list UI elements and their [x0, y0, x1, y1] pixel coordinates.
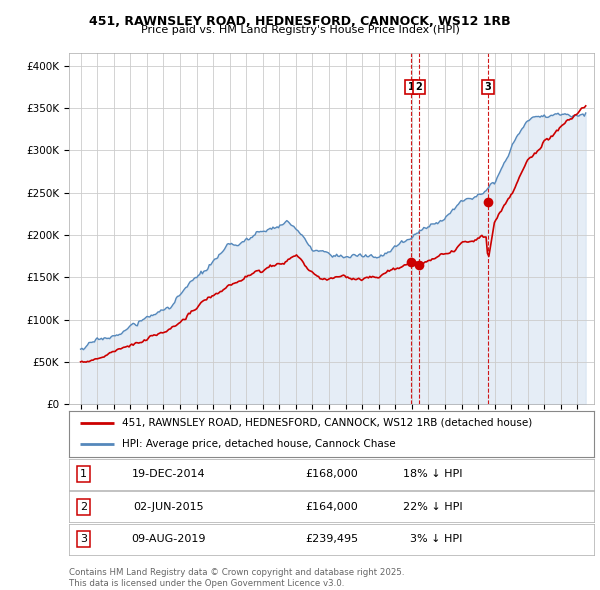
Text: HPI: Average price, detached house, Cannock Chase: HPI: Average price, detached house, Cann… [121, 440, 395, 450]
Text: 451, RAWNSLEY ROAD, HEDNESFORD, CANNOCK, WS12 1RB: 451, RAWNSLEY ROAD, HEDNESFORD, CANNOCK,… [89, 15, 511, 28]
Text: £239,495: £239,495 [305, 535, 358, 544]
Text: 2: 2 [415, 82, 422, 92]
Text: 451, RAWNSLEY ROAD, HEDNESFORD, CANNOCK, WS12 1RB (detached house): 451, RAWNSLEY ROAD, HEDNESFORD, CANNOCK,… [121, 418, 532, 428]
Text: Price paid vs. HM Land Registry's House Price Index (HPI): Price paid vs. HM Land Registry's House … [140, 25, 460, 35]
Text: Contains HM Land Registry data © Crown copyright and database right 2025.
This d: Contains HM Land Registry data © Crown c… [69, 568, 404, 588]
Text: 3% ↓ HPI: 3% ↓ HPI [410, 535, 463, 544]
Text: 3: 3 [80, 535, 87, 544]
Text: 2: 2 [80, 502, 87, 512]
Text: 1: 1 [80, 470, 87, 479]
Text: 19-DEC-2014: 19-DEC-2014 [132, 470, 206, 479]
Text: 02-JUN-2015: 02-JUN-2015 [133, 502, 204, 512]
Text: 09-AUG-2019: 09-AUG-2019 [131, 535, 206, 544]
Text: 22% ↓ HPI: 22% ↓ HPI [403, 502, 463, 512]
Text: £168,000: £168,000 [305, 470, 358, 479]
Text: 3: 3 [484, 82, 491, 92]
Text: 1: 1 [408, 82, 415, 92]
Text: 18% ↓ HPI: 18% ↓ HPI [403, 470, 463, 479]
Text: £164,000: £164,000 [305, 502, 358, 512]
